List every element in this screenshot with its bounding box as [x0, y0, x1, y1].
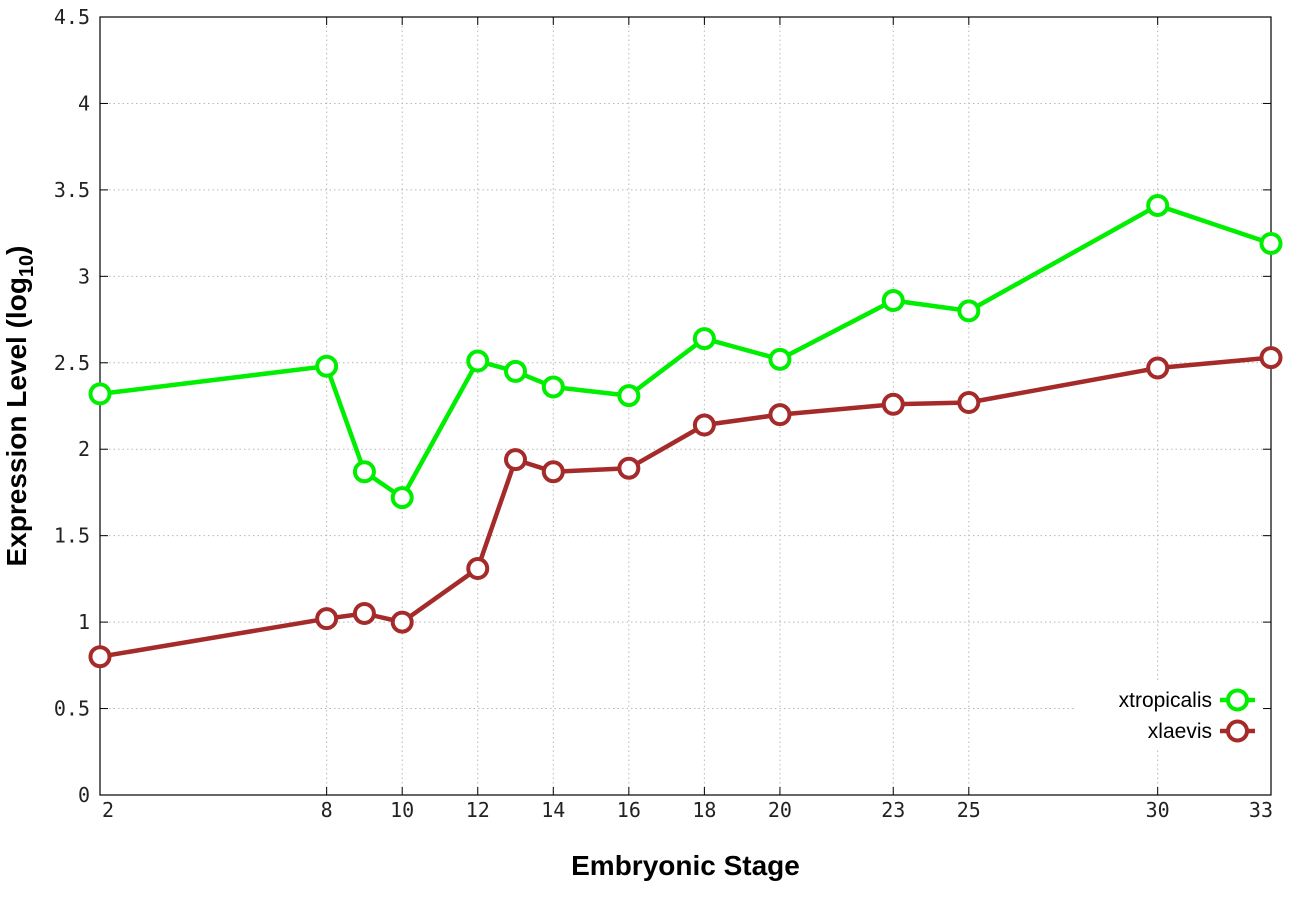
series-xtropicalis — [88, 193, 1283, 510]
x-tick-label: 18 — [692, 798, 716, 822]
data-point-xlaevis — [957, 391, 981, 415]
x-tick-label: 33 — [1249, 798, 1273, 822]
data-point-xtropicalis — [1259, 231, 1283, 255]
legend: xtropicalis xlaevis — [1075, 682, 1263, 750]
data-point-xtropicalis — [541, 375, 565, 399]
x-tick-label: 12 — [466, 798, 490, 822]
x-tick-label: 30 — [1146, 798, 1170, 822]
legend-label-xtropicalis: xtropicalis — [1119, 689, 1212, 712]
y-tick-label: 3 — [78, 264, 90, 288]
series-line-xtropicalis — [97, 203, 1274, 500]
y-axis-title: Expression Level (log10) — [1, 246, 38, 567]
data-point-xtropicalis — [768, 347, 792, 371]
data-point-xlaevis — [692, 413, 716, 437]
data-point-xtropicalis — [692, 327, 716, 351]
series-xlaevis — [88, 346, 1283, 669]
y-axis-title-subscript: 10 — [16, 255, 38, 277]
series-line-xlaevis — [97, 355, 1274, 659]
y-tick-label: 2 — [78, 437, 90, 461]
y-tick-label: 4 — [78, 91, 90, 115]
data-point-xlaevis — [504, 448, 528, 472]
y-tick-label: 0 — [78, 783, 90, 807]
data-point-xlaevis — [315, 607, 339, 631]
y-tick-label: 4.5 — [54, 5, 90, 29]
x-tick-label: 16 — [617, 798, 641, 822]
x-tick-label: 8 — [321, 798, 333, 822]
data-point-xlaevis — [541, 460, 565, 484]
data-point-xtropicalis — [881, 289, 905, 313]
x-tick-label: 23 — [881, 798, 905, 822]
x-axis-title: Embryonic Stage — [571, 850, 800, 881]
y-axis-title-suffix: ) — [1, 246, 32, 255]
y-tick-label: 3.5 — [54, 178, 90, 202]
data-point-xlaevis — [466, 557, 490, 581]
y-tick-label: 2.5 — [54, 351, 90, 375]
data-point-xlaevis — [1259, 346, 1283, 370]
data-point-xlaevis — [352, 601, 376, 625]
x-tick-label: 10 — [390, 798, 414, 822]
legend-marker-xtropicalis — [1226, 688, 1249, 712]
axis-ticks: 0 0.5 1 1.5 2 2.5 3 3.5 4 4.5 2 8 10 12 14 16 18 20 23 25 30… — [54, 5, 1273, 822]
x-tick-label: 2 — [102, 798, 114, 822]
x-tick-label: 25 — [957, 798, 981, 822]
grid — [100, 17, 1271, 795]
x-tick-label: 14 — [541, 798, 565, 822]
data-point-xlaevis — [881, 392, 905, 416]
data-point-xtropicalis — [352, 460, 376, 484]
series-layer — [88, 193, 1283, 669]
y-tick-label: 1 — [78, 610, 90, 634]
plot-frame — [99, 16, 1272, 796]
data-point-xtropicalis — [390, 486, 414, 510]
legend-label-xlaevis: xlaevis — [1148, 720, 1212, 743]
data-point-xlaevis — [390, 610, 414, 634]
data-point-xtropicalis — [617, 384, 641, 408]
x-tick-label: 20 — [768, 798, 792, 822]
data-point-xlaevis — [1146, 356, 1170, 380]
data-point-xtropicalis — [315, 354, 339, 378]
legend-marker-xlaevis — [1226, 719, 1249, 743]
data-point-xtropicalis — [88, 382, 112, 406]
data-point-xlaevis — [88, 645, 112, 669]
data-point-xtropicalis — [1146, 193, 1170, 217]
data-point-xlaevis — [617, 456, 641, 480]
data-point-xtropicalis — [466, 349, 490, 373]
data-point-xtropicalis — [504, 359, 528, 383]
data-point-xtropicalis — [957, 299, 981, 323]
data-point-xlaevis — [768, 403, 792, 427]
y-axis-title-main: Expression Level (log — [1, 277, 32, 566]
y-tick-label: 1.5 — [54, 524, 90, 548]
y-tick-label: 0.5 — [54, 697, 90, 721]
